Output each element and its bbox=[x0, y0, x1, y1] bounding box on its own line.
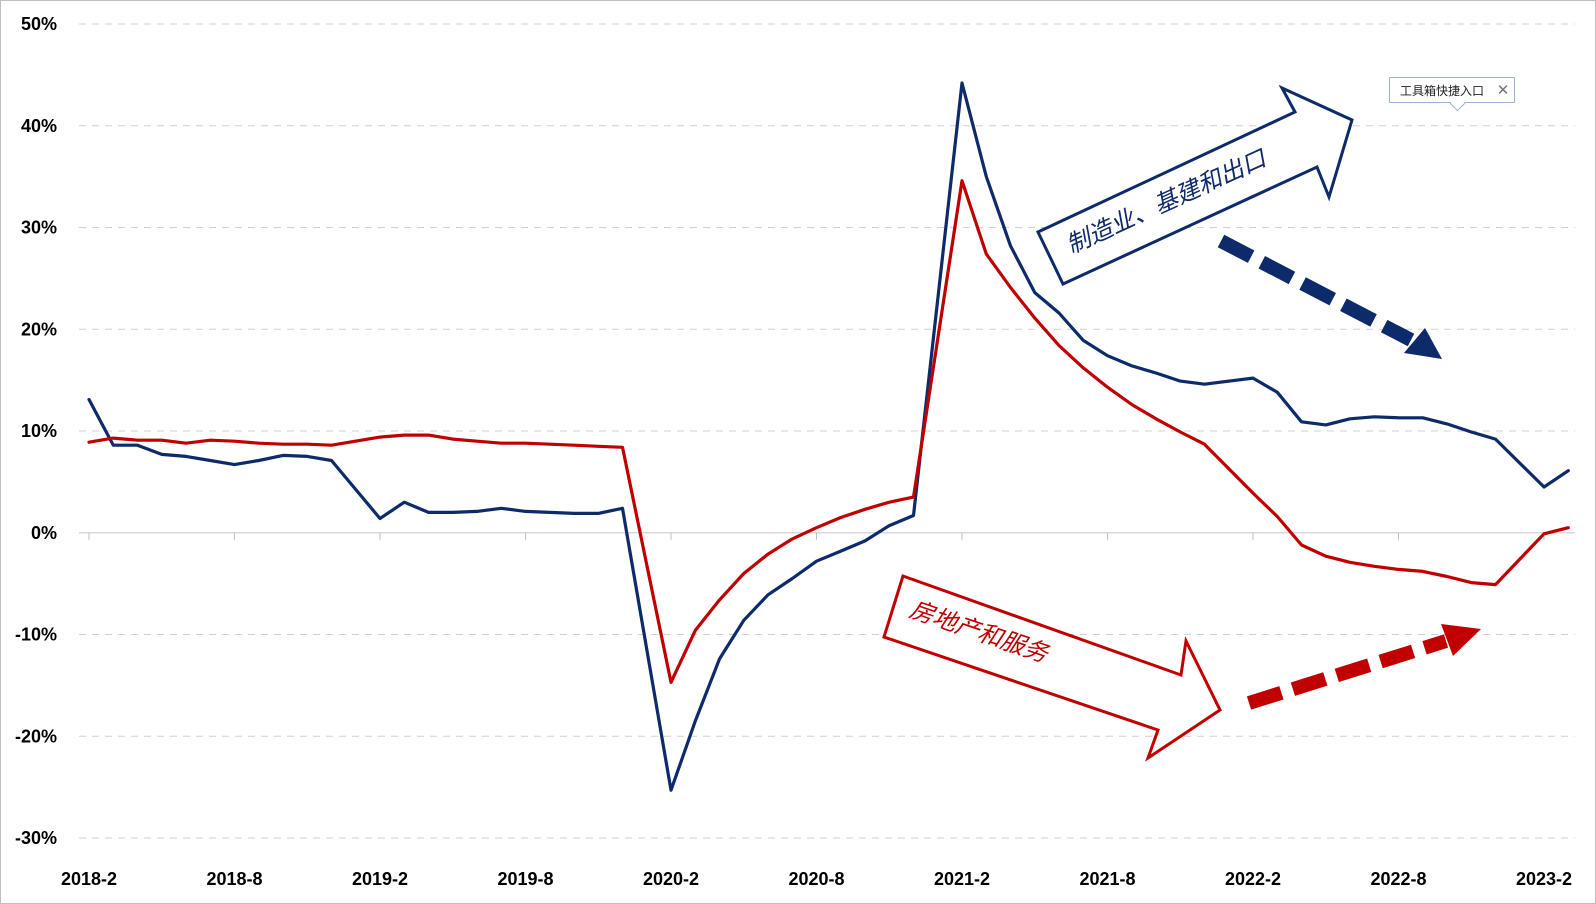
annotation-up-arrow: 制造业、基建和出口 bbox=[1035, 84, 1354, 286]
x-tick-label: 2023-2 bbox=[1516, 869, 1572, 889]
series-lines bbox=[87, 81, 1570, 792]
series-line-2 bbox=[87, 179, 1570, 684]
y-tick-label: -10% bbox=[15, 625, 57, 645]
annotation-down-arrow: 房地产和服务 bbox=[882, 574, 1222, 762]
dashed-down-arrowhead bbox=[1404, 328, 1442, 359]
y-tick-label: 0% bbox=[31, 523, 57, 543]
close-icon[interactable]: ✕ bbox=[1496, 81, 1510, 99]
x-tick-label: 2022-8 bbox=[1370, 869, 1426, 889]
y-tick-label: -20% bbox=[15, 726, 57, 746]
x-tick-label: 2022-2 bbox=[1225, 869, 1281, 889]
series-line-1 bbox=[87, 81, 1570, 792]
y-tick-label: 30% bbox=[21, 218, 57, 238]
y-tick-label: 40% bbox=[21, 116, 57, 136]
dashed-up-arrowhead bbox=[1441, 624, 1481, 656]
x-axis: 2018-2 2018-8 2019-2 2019-8 2020-2 2020-8 2021… bbox=[61, 532, 1572, 889]
x-tick-label: 2021-2 bbox=[934, 869, 990, 889]
x-tick-label: 2020-2 bbox=[643, 869, 699, 889]
dashed-up-arrow bbox=[1246, 624, 1481, 710]
x-tick-label: 2019-8 bbox=[497, 869, 553, 889]
x-tick-label: 2018-8 bbox=[206, 869, 262, 889]
down-hollow-arrow-shape bbox=[882, 574, 1222, 762]
y-tick-label: -30% bbox=[15, 828, 57, 848]
x-tick-label: 2020-8 bbox=[788, 869, 844, 889]
y-axis-labels: 50% 40% 30% 20% 10% 0% -10% -20% -30% bbox=[15, 14, 57, 848]
x-tick-label: 2021-8 bbox=[1079, 869, 1135, 889]
up-hollow-arrow-shape bbox=[1035, 84, 1354, 286]
toolbox-shortcut-popup[interactable]: 工具箱快捷入口 ✕ bbox=[1389, 77, 1515, 112]
dashed-down-arrow bbox=[1217, 234, 1442, 359]
x-tick-label: 2018-2 bbox=[61, 869, 117, 889]
gridlines bbox=[79, 23, 1575, 839]
x-tick-label: 2019-2 bbox=[352, 869, 408, 889]
toolbox-label[interactable]: 工具箱快捷入口 bbox=[1400, 83, 1485, 98]
y-tick-label: 10% bbox=[21, 421, 57, 441]
y-tick-label: 50% bbox=[21, 14, 57, 34]
y-tick-label: 20% bbox=[21, 319, 57, 339]
